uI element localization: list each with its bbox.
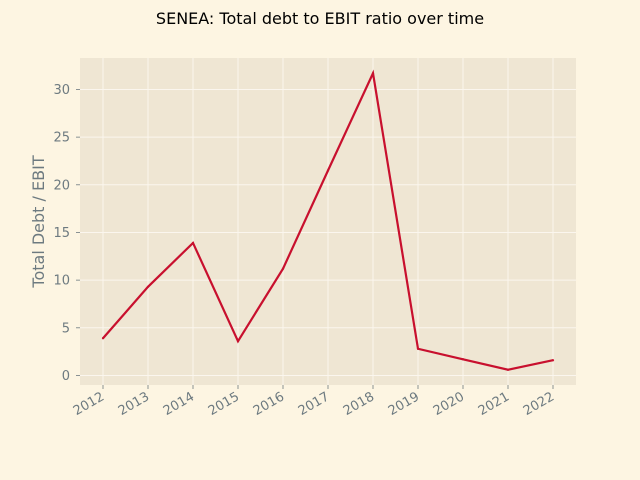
data-point [551, 359, 555, 362]
data-point [236, 340, 240, 343]
x-tick-label: 2018 [341, 389, 377, 419]
data-point [416, 347, 420, 350]
y-tick-label: 5 [62, 321, 70, 336]
y-tick-label: 30 [53, 83, 70, 98]
y-tick-label: 10 [53, 274, 70, 289]
data-point [326, 169, 330, 172]
x-tick-label: 2015 [206, 389, 242, 419]
data-point [461, 358, 465, 361]
data-point [146, 285, 150, 288]
data-point [506, 368, 510, 371]
x-tick-label: 2014 [161, 389, 197, 419]
x-tick-label: 2012 [71, 389, 107, 419]
x-tick-label: 2020 [431, 389, 467, 419]
data-point [101, 337, 105, 340]
y-axis-label: Total Debt / EBIT [29, 155, 48, 288]
y-tick-label: 20 [53, 178, 70, 193]
data-point [281, 267, 285, 270]
x-tick-label: 2019 [386, 389, 422, 419]
series-layer [101, 69, 555, 371]
y-axis-ticks: 0 5 10 15 20 25 30 [53, 83, 80, 384]
x-tick-label: 2021 [476, 389, 512, 419]
x-tick-label: 2022 [521, 389, 557, 419]
data-point [191, 241, 195, 245]
data-point [371, 72, 375, 75]
chart-title: SENEA: Total debt to EBIT ratio over tim… [156, 9, 484, 28]
x-tick-label: 2017 [296, 389, 332, 419]
grid-lines [80, 58, 576, 385]
x-axis-ticks: 2012 2013 2014 2015 2016 2017 2018 2019 2020 2021… [71, 385, 557, 419]
y-tick-label: 25 [53, 131, 70, 146]
y-tick-label: 15 [53, 226, 70, 241]
x-tick-label: 2013 [116, 389, 152, 419]
x-tick-label: 2016 [251, 389, 287, 419]
y-tick-label: 0 [62, 369, 70, 384]
